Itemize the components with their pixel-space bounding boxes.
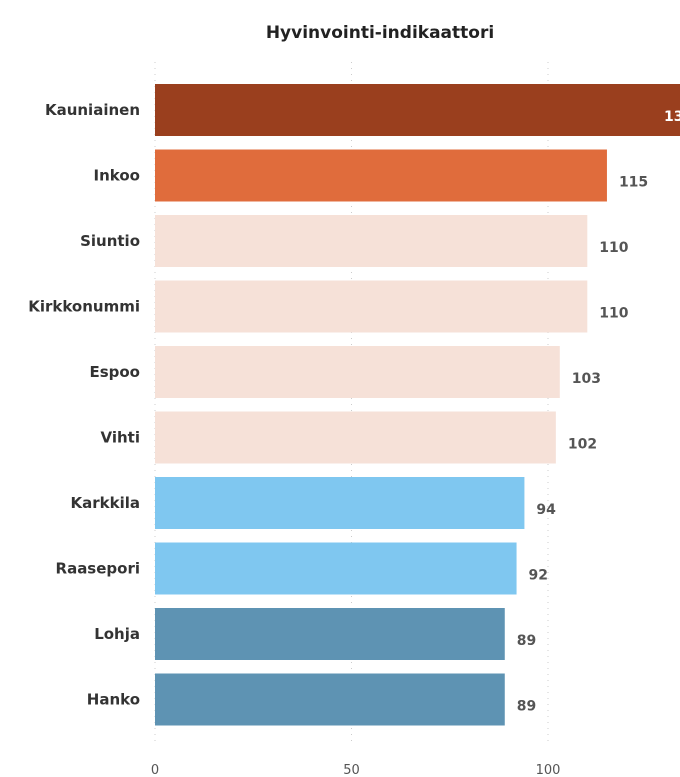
x-tick-label: 100: [536, 763, 561, 777]
bars: Kauniainen 139 Inkoo 115 Siuntio 110 Kirkkonum…: [28, 84, 680, 726]
bar-lohja: [155, 608, 505, 660]
bar-kirkkonummi: [155, 280, 588, 333]
chart-title: Hyvinvointi-indikaattori: [266, 23, 494, 43]
bar-vihti: [155, 411, 556, 464]
bar-raasepori: [155, 542, 517, 595]
bar-espoo: [155, 346, 560, 398]
x-axis-ticks: 0 50 100: [151, 763, 561, 777]
category-label: Espoo: [89, 363, 140, 381]
value-label: 94: [536, 502, 556, 518]
category-label: Kauniainen: [45, 101, 140, 119]
bar-inkoo: [155, 149, 607, 202]
value-label: 92: [529, 568, 548, 584]
x-tick-label: 0: [151, 763, 159, 777]
value-label: 89: [517, 699, 536, 715]
category-label: Inkoo: [94, 167, 140, 185]
value-label: 115: [619, 175, 648, 191]
x-tick-label: 50: [343, 763, 360, 777]
value-label: 110: [599, 240, 628, 256]
bar-karkkila: [155, 477, 525, 529]
value-label: 139: [664, 109, 680, 125]
category-label: Siuntio: [80, 232, 140, 250]
category-label: Lohja: [94, 625, 140, 643]
value-label: 110: [599, 306, 628, 322]
bar-kauniainen: [155, 84, 680, 136]
category-label: Kirkkonummi: [28, 298, 140, 316]
value-label: 102: [568, 437, 597, 453]
category-label: Vihti: [101, 429, 140, 447]
value-label: 89: [517, 633, 536, 649]
value-label: 103: [572, 371, 601, 387]
category-label: Hanko: [87, 691, 140, 709]
bar-hanko: [155, 673, 505, 726]
bar-siuntio: [155, 215, 588, 267]
category-label: Karkkila: [71, 494, 141, 512]
category-label: Raasepori: [56, 560, 140, 578]
